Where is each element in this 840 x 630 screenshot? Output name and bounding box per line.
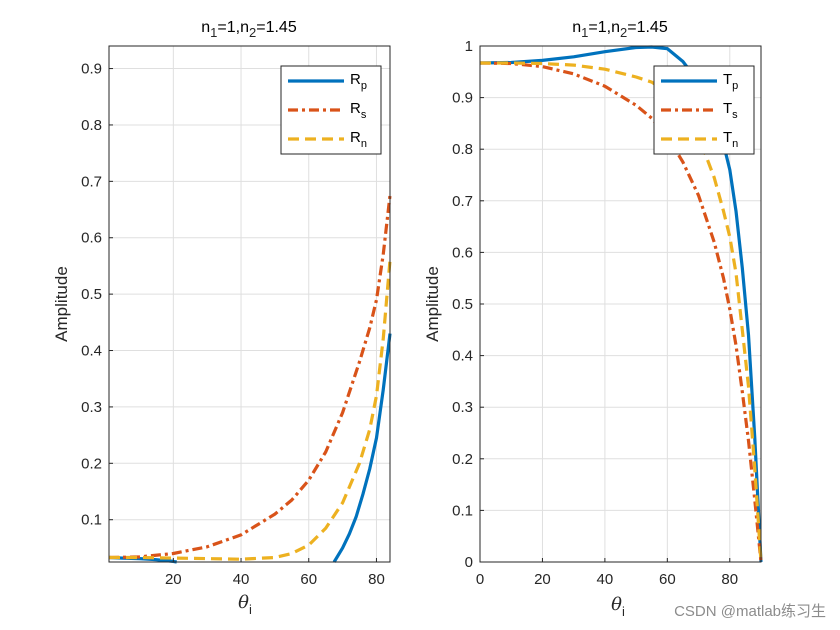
y-tick-label: 0.8 [452,141,473,158]
legend-label-ts: Ts [723,100,738,121]
legend-label-rp: Rp [350,71,367,92]
x-tick-label: 40 [233,571,250,588]
left-legend: Rp Rs Rn [280,65,382,155]
y-tick-label: 0.8 [81,117,102,134]
left-x-axis-label: θi [238,592,252,617]
y-tick-label: 1 [465,38,473,55]
left-tick-labels: 20 40 60 80 0.1 0.2 0.3 0.4 0.5 0.6 0.7 0.8 0.9 [81,61,385,588]
series-rn-line [109,260,392,561]
series-ts-line [479,61,763,563]
x-tick-label: 20 [165,571,182,588]
y-tick-label: 0.4 [81,343,102,360]
csdn-watermark: CSDN @matlab练习生 [674,603,826,620]
legend-label-rs: Rs [350,100,367,121]
y-tick-label: 0.2 [81,455,102,472]
y-tick-label: 0.7 [452,193,473,210]
legend-label-tn: Tn [723,129,738,150]
y-tick-label: 0.5 [81,286,102,303]
y-tick-label: 0.6 [452,244,473,261]
right-transmission-axes: 0 20 40 60 80 0 0.1 0.2 0.3 0.4 0.5 0.6 0.7 0.8 0.9 1 n… [423,19,763,619]
x-tick-label: 0 [476,571,484,588]
left-reflection-axes: 20 40 60 80 0.1 0.2 0.3 0.4 0.5 0.6 0.7 0.8 0.9 n1=1… [52,19,392,617]
x-tick-label: 80 [721,571,738,588]
left-chart-title: n1=1,n2=1.45 [201,19,297,40]
y-tick-label: 0.9 [452,90,473,107]
right-legend: Tp Ts Tn [653,65,755,155]
y-tick-label: 0.4 [452,348,473,365]
y-tick-label: 0 [465,554,473,571]
right-y-axis-label: Amplitude [423,266,442,342]
y-tick-label: 0.5 [452,296,473,313]
x-tick-label: 80 [368,571,385,588]
y-tick-label: 0.6 [81,230,102,247]
legend-label-rn: Rn [350,129,367,150]
y-tick-label: 0.3 [452,399,473,416]
legend-label-tp: Tp [723,71,738,92]
series-rs-line [108,195,392,560]
x-tick-label: 20 [534,571,551,588]
y-tick-label: 0.1 [452,502,473,519]
y-tick-label: 0.2 [452,451,473,468]
y-tick-label: 0.3 [81,399,102,416]
y-tick-label: 0.7 [81,173,102,190]
left-grid [109,46,390,562]
y-tick-label: 0.9 [81,61,102,78]
right-tick-labels: 0 20 40 60 80 0 0.1 0.2 0.3 0.4 0.5 0.6 0.7 0.8 0.9 1 [452,38,738,588]
x-tick-label: 60 [659,571,676,588]
x-tick-label: 60 [300,571,317,588]
right-x-axis-label: θi [611,594,625,619]
x-tick-label: 40 [597,571,614,588]
right-chart-title: n1=1,n2=1.45 [572,19,668,40]
y-tick-label: 0.1 [81,512,102,529]
left-y-axis-label: Amplitude [52,266,71,342]
series-rp-line [332,333,392,563]
